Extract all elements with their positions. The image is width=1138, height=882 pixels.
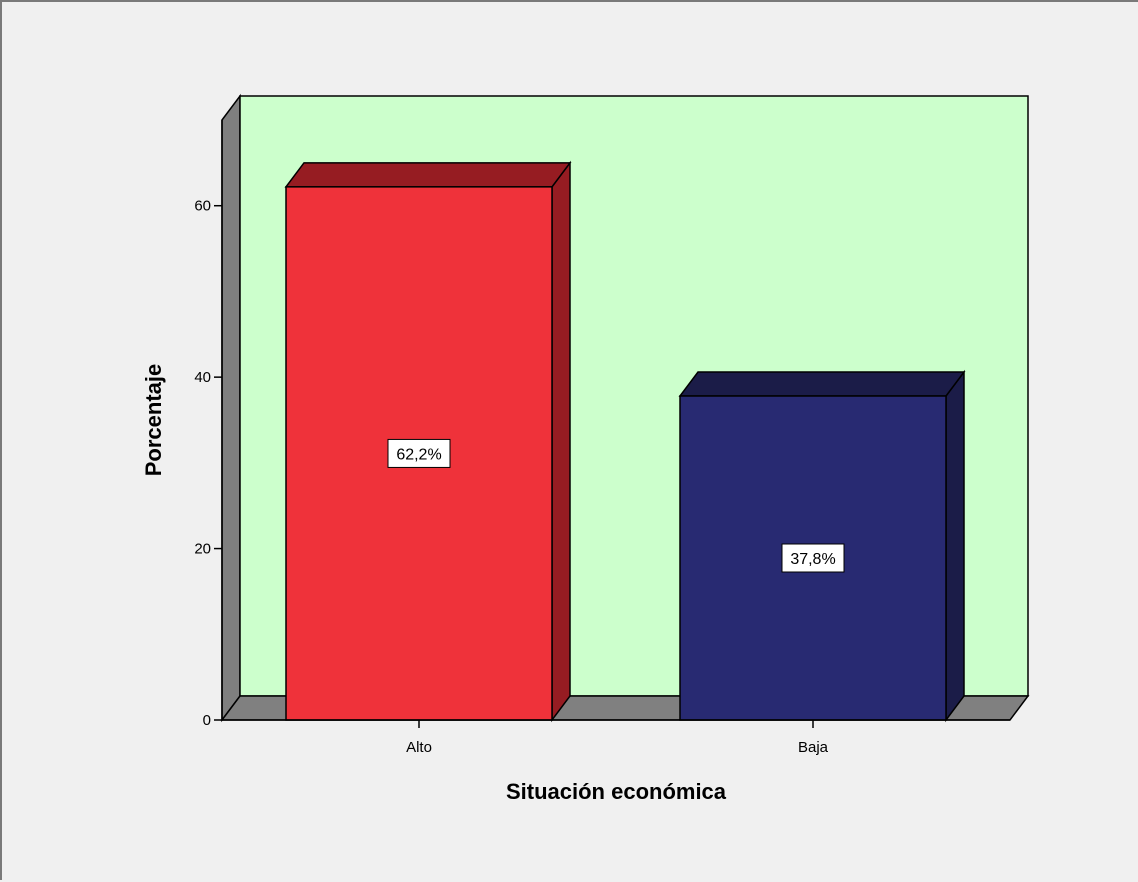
y-tick-label: 60 <box>194 198 211 215</box>
chart-left-wall <box>221 93 241 723</box>
y-tick-label: 20 <box>194 541 211 558</box>
bar-top-face <box>678 371 966 397</box>
y-axis-title: Porcentaje <box>141 364 166 477</box>
bar-baja: 37,8% <box>678 369 966 723</box>
data-label-text: 62,2% <box>396 446 441 463</box>
data-label-box <box>781 543 845 573</box>
y-tick-label: 0 <box>203 712 211 729</box>
bar-data-label: 62,2% <box>387 438 451 468</box>
x-tick-label: Baja <box>798 739 829 756</box>
bar-side-face <box>551 160 571 723</box>
x-tick-label: Alto <box>406 739 432 756</box>
bar-data-label: 37,8% <box>781 543 845 573</box>
y-tick-label: 40 <box>194 369 211 386</box>
x-axis: Alto Baja <box>222 719 1010 756</box>
bar-side-face <box>945 369 965 723</box>
bars-group: 62,2% 37,8% <box>284 160 966 723</box>
x-axis-title: Situación económica <box>506 779 727 804</box>
data-label-box <box>387 438 451 468</box>
data-label-text: 37,8% <box>790 551 835 568</box>
bar-top-face <box>284 162 572 188</box>
bar-alto: 62,2% <box>284 160 572 723</box>
y-axis: 0 20 40 60 <box>194 120 223 729</box>
